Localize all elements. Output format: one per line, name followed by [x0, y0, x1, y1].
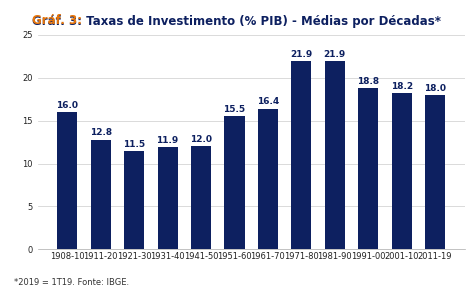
Text: 11.5: 11.5: [123, 139, 145, 148]
Text: Gráf. 3: Taxas de Investimento (% PIB) - Médias por Décadas*: Gráf. 3: Taxas de Investimento (% PIB) -…: [33, 14, 441, 28]
Text: 18.8: 18.8: [357, 77, 379, 86]
Text: 15.5: 15.5: [223, 105, 246, 114]
Bar: [325, 61, 345, 249]
Bar: [124, 151, 144, 249]
Text: *2019 = 1T19. Fonte: IBGE.: *2019 = 1T19. Fonte: IBGE.: [14, 278, 129, 287]
Bar: [225, 116, 245, 249]
Text: 12.8: 12.8: [90, 128, 112, 137]
Bar: [425, 95, 445, 249]
Bar: [191, 146, 211, 249]
Bar: [91, 139, 111, 249]
Text: 18.0: 18.0: [424, 84, 446, 93]
Text: Gráf. 3: Taxas de Investimento (% PIB) - Médias por Décadas*: Gráf. 3: Taxas de Investimento (% PIB) -…: [0, 289, 1, 290]
Bar: [258, 109, 278, 249]
Bar: [57, 112, 77, 249]
Bar: [392, 93, 412, 249]
Bar: [358, 88, 378, 249]
Text: 18.2: 18.2: [391, 82, 413, 91]
Text: Gráf. 3:: Gráf. 3:: [33, 14, 87, 28]
Text: 21.9: 21.9: [290, 50, 312, 59]
Text: 11.9: 11.9: [156, 136, 179, 145]
Text: 16.0: 16.0: [56, 101, 78, 110]
Text: 12.0: 12.0: [190, 135, 212, 144]
Bar: [292, 61, 311, 249]
Text: 21.9: 21.9: [324, 50, 346, 59]
Text: 16.4: 16.4: [257, 97, 279, 106]
Bar: [158, 147, 178, 249]
